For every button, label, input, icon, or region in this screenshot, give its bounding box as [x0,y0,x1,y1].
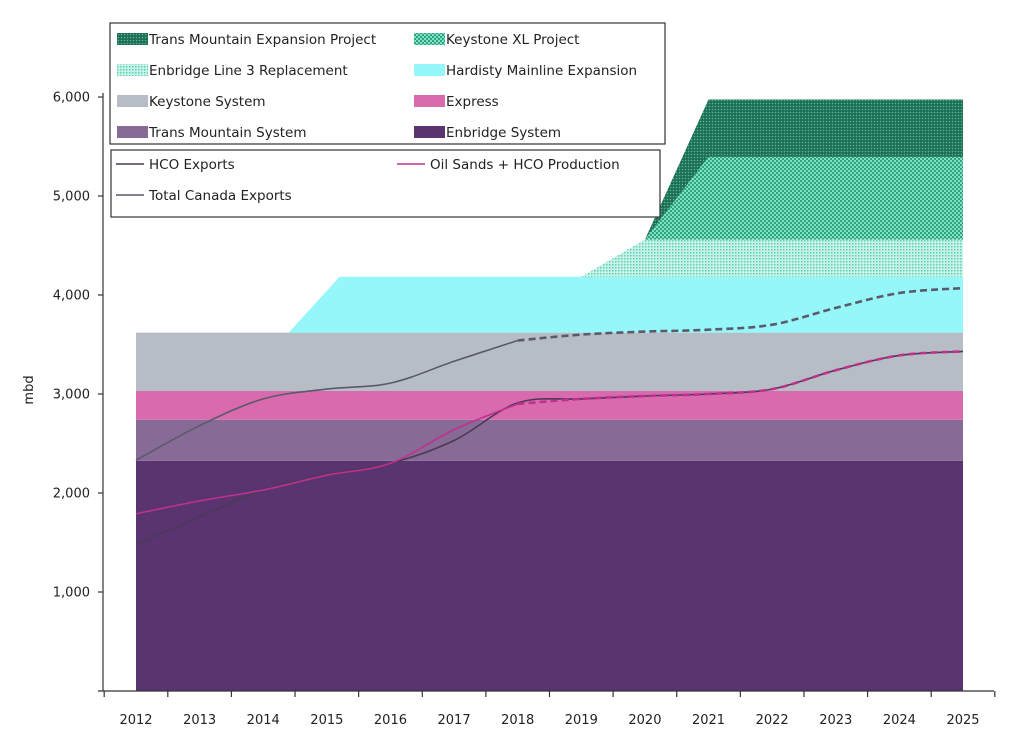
x-tick-label: 2024 [883,713,916,728]
area-hardisty-mainline-expansion [136,276,963,333]
line-oil-sands-hco-production-actual [135,403,518,515]
y-tick-label: 6,000 [53,91,90,106]
x-tick-label: 2025 [946,713,979,728]
legend-label-hco-exports: HCO Exports [149,157,235,173]
x-tick-label: 2022 [756,713,789,728]
y-axis-title: mbd [22,375,37,404]
area-enbridge-system [136,460,963,691]
x-tick-label: 2021 [692,713,725,728]
legend-lines: HCO Exports Oil Sands + HCO Production Tot… [110,149,661,218]
legend-label-keystone-system: Keystone System [149,94,266,110]
area-enbridge-line-3-replacement [136,239,963,333]
x-tick-label: 2012 [119,713,152,728]
legend-label-total-canada-exports: Total Canada Exports [148,188,292,204]
y-axis-ticks: 1,000 2,000 3,000 4,000 5,000 6,000 [53,91,103,601]
y-tick-label: 1,000 [53,586,90,601]
legend-label-hardisty-mainline-expansion: Hardisty Mainline Expansion [446,63,637,79]
area-keystone-xl-project [136,156,963,333]
legend-swatch-enbridge-system [414,126,445,138]
legend-label-enbridge-system: Enbridge System [446,125,561,141]
line-series [135,286,964,546]
area-trans-mountain-expansion-project [136,99,963,333]
legend-swatch-trans-mountain-expansion-project [117,33,148,45]
legend-swatch-hardisty-mainline-expansion [414,64,445,76]
x-axis-ticks: 2012 2013 2014 2015 2016 2017 2018 2019 2020 2021… [103,691,996,728]
area-keystone-system [136,332,963,391]
line-total-canada-exports-actual [135,339,518,462]
x-tick-label: 2016 [374,713,407,728]
legend-label-enbridge-line-3-replacement: Enbridge Line 3 Replacement [149,63,348,79]
y-tick-label: 2,000 [53,487,90,502]
legend-areas-box [109,22,666,145]
x-tick-label: 2015 [310,713,343,728]
legend-label-keystone-xl-project: Keystone XL Project [446,32,579,48]
line-total-canada-exports-forecast [517,286,964,342]
area-express [136,391,963,420]
y-tick-label: 4,000 [53,289,90,304]
x-tick-label: 2017 [438,713,471,728]
legend-areas: Trans Mountain Expansion Project Keystone… [109,22,666,145]
legend-swatch-keystone-xl-project [414,33,445,45]
legend-swatch-keystone-system [117,95,148,107]
y-tick-label: 3,000 [53,388,90,403]
legend-lines-box [110,149,661,218]
x-tick-label: 2020 [628,713,661,728]
legend-swatch-enbridge-line-3-replacement [117,64,148,76]
legend-swatch-express [414,95,445,107]
legend-swatch-trans-mountain-system [117,126,148,138]
x-tick-label: 2023 [819,713,852,728]
stacked-areas [136,99,963,691]
x-tick-label: 2014 [247,713,280,728]
legend-label-express: Express [446,94,499,110]
x-tick-label: 2019 [565,713,598,728]
area-trans-mountain-system [136,419,963,461]
y-tick-label: 5,000 [53,190,90,205]
x-tick-label: 2013 [183,713,216,728]
legend-label-trans-mountain-system: Trans Mountain System [148,125,307,141]
legend-label-trans-mountain-expansion-project: Trans Mountain Expansion Project [148,32,376,48]
x-tick-label: 2018 [501,713,534,728]
line-oil-sands-hco-production-forecast [517,350,964,406]
legend-label-oil-sands-hco-production: Oil Sands + HCO Production [430,157,620,173]
